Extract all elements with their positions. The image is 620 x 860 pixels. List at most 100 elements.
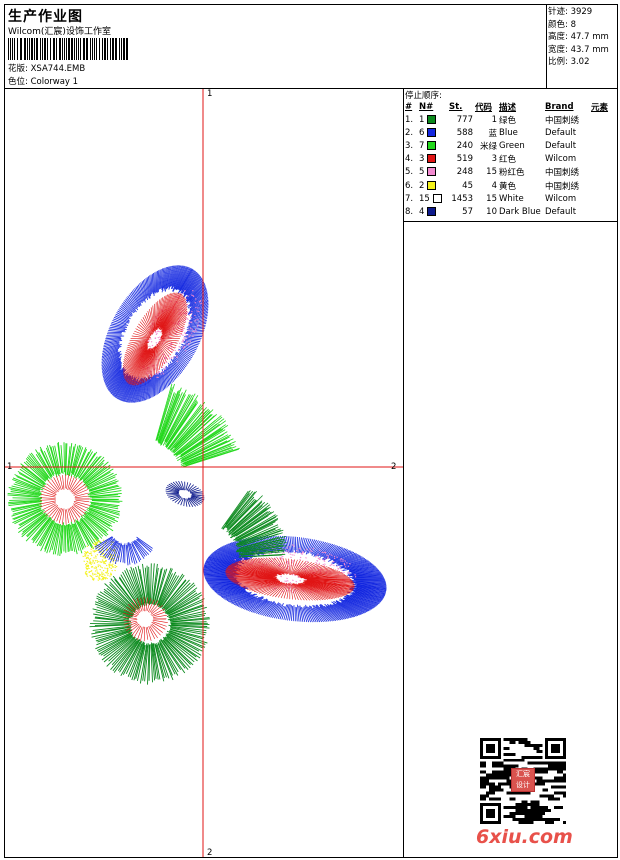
col-index: #	[405, 102, 413, 112]
table-divider	[403, 88, 404, 858]
color-swatch	[427, 127, 437, 137]
col-needle: N#	[419, 102, 434, 112]
thread-row: 7. 15 1453 15 White Wilcom	[404, 192, 618, 205]
row-element	[590, 113, 618, 126]
row-code: 15	[486, 167, 497, 178]
design-height: 高度: 47.7 mm	[548, 32, 609, 43]
row-code: 10	[486, 206, 497, 217]
barcode	[8, 38, 128, 60]
red-seal-stamp: 汇宸 设计	[511, 768, 535, 792]
row-description: Blue	[499, 127, 518, 138]
row-stitches: 588	[456, 127, 473, 138]
stats-divider	[546, 4, 547, 88]
embroidery-design	[5, 89, 403, 857]
row-stitches: 248	[456, 167, 473, 178]
row-brand: Default	[545, 140, 577, 151]
row-description: Dark Blue	[499, 206, 541, 217]
page-title: 生产作业图	[8, 9, 83, 25]
col-stitches: St.	[449, 102, 463, 112]
row-code: 蓝	[488, 128, 497, 139]
row-element	[590, 192, 618, 205]
thread-row: 6. 2 45 4 黄色 中国刺绣	[404, 179, 618, 192]
needle-number: 5	[419, 167, 425, 178]
row-brand: 中国刺绣	[545, 181, 580, 192]
row-description: 黄色	[499, 181, 517, 192]
row-code: 米绿	[479, 141, 497, 152]
row-element	[590, 153, 618, 166]
thread-row: 8. 4 57 10 Dark Blue Default	[404, 205, 618, 218]
needle-number: 1	[419, 114, 425, 125]
row-description: 粉红色	[499, 168, 525, 179]
color-count: 颜色: 8	[548, 19, 576, 30]
row-element	[590, 179, 618, 192]
needle-number: 15	[419, 193, 430, 204]
row-element	[590, 126, 618, 139]
stop-sequence-title: 停止顺序:	[405, 91, 442, 101]
row-code: 4	[491, 180, 497, 191]
row-index: 5.	[405, 167, 414, 178]
color-swatch	[427, 206, 437, 216]
row-description: 绿色	[499, 115, 517, 126]
row-brand: Default	[545, 206, 577, 217]
design-scale: 比例: 3.02	[548, 57, 590, 68]
needle-number: 7	[419, 140, 425, 151]
col-element: 元素	[591, 103, 609, 113]
thread-row: 1. 1 777 1 绿色 中国刺绣	[404, 113, 618, 126]
row-index: 1.	[405, 114, 414, 125]
col-description: 描述	[499, 103, 517, 113]
color-swatch	[427, 114, 437, 124]
row-element	[590, 205, 618, 218]
row-stitches: 1453	[451, 193, 473, 204]
row-brand: 中国刺绣	[545, 168, 580, 179]
row-needle: 3	[418, 153, 448, 166]
row-stitches: 57	[462, 206, 473, 217]
row-element	[590, 139, 618, 152]
row-description: White	[499, 193, 524, 204]
row-brand: Wilcom	[545, 154, 577, 165]
row-description: 红色	[499, 155, 517, 166]
row-index: 2.	[405, 127, 414, 138]
stats-panel: 针迹: 3929 颜色: 8 高度: 47.7 mm 宽度: 43.7 mm 比…	[548, 6, 609, 69]
row-brand: 中国刺绣	[545, 115, 580, 126]
row-index: 4.	[405, 154, 414, 165]
row-stitches: 777	[456, 114, 473, 125]
row-stitches: 240	[456, 140, 473, 151]
needle-number: 4	[419, 206, 425, 217]
axis-left-label: 1	[7, 462, 13, 472]
row-stitches: 45	[462, 180, 473, 191]
axis-top-label: 1	[207, 89, 213, 99]
row-brand: Wilcom	[545, 193, 577, 204]
needle-number: 3	[419, 154, 425, 165]
color-swatch	[432, 193, 442, 203]
col-brand: Brand	[545, 102, 574, 112]
row-needle: 4	[418, 205, 448, 218]
row-code: 3	[491, 154, 497, 165]
needle-number: 2	[419, 180, 425, 191]
row-index: 6.	[405, 180, 414, 191]
row-description: Green	[499, 140, 525, 151]
row-needle: 15	[418, 192, 448, 205]
row-needle: 6	[418, 126, 448, 139]
thread-table-header: # N# St. 代码 描述 Brand 元素	[404, 101, 618, 113]
row-index: 8.	[405, 206, 414, 217]
table-bottom-divider	[403, 221, 618, 222]
thread-table: # N# St. 代码 描述 Brand 元素 1. 1 777 1 绿色 中国刺绣 2.…	[404, 101, 618, 219]
thread-row: 4. 3 519 3 红色 Wilcom	[404, 153, 618, 166]
color-swatch	[427, 167, 437, 177]
axis-bottom-label: 2	[207, 848, 213, 858]
design-width: 宽度: 43.7 mm	[548, 44, 609, 55]
row-code: 1	[491, 114, 497, 125]
thread-row: 3. 7 240 米绿 Green Default	[404, 139, 618, 152]
design-file: 花版: XSA744.EMB	[8, 64, 86, 74]
row-index: 3.	[405, 140, 414, 151]
col-code: 代码	[475, 103, 493, 113]
row-code: 15	[486, 193, 497, 204]
page-frame	[4, 4, 618, 858]
thread-row: 2. 6 588 蓝 Blue Default	[404, 126, 618, 139]
watermark-logo: 6xiu.com	[476, 826, 573, 848]
header-divider	[4, 88, 618, 89]
row-needle: 1	[418, 113, 448, 126]
color-swatch	[427, 154, 437, 164]
row-index: 7.	[405, 193, 414, 204]
color-swatch	[427, 180, 437, 190]
